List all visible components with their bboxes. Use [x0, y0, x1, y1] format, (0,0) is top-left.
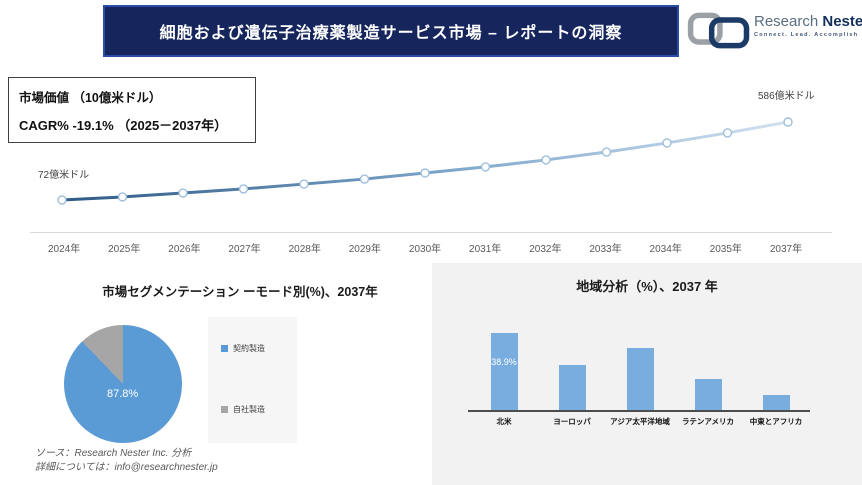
trend-data-point: [359, 174, 370, 184]
bar-slot: [538, 263, 606, 410]
region-tick-label: ヨーロッパ: [553, 417, 591, 426]
legend-label: 自社製造: [233, 405, 265, 414]
bar-slot: [742, 263, 810, 410]
trend-data-point: [541, 155, 551, 165]
trend-data-point: [662, 138, 672, 148]
region-tick-label: 中東とアフリカ: [749, 417, 803, 426]
bar-chart-x-axis-labels: 北米 ヨーロッパ アジア太平洋地域 ラテンアメリカ 中東とアフリカ: [470, 416, 810, 427]
segmentation-pie-chart: [64, 325, 182, 443]
year-tick-label: 2026年: [168, 244, 201, 255]
regional-bar-chart: 38.9%: [470, 263, 810, 410]
year-tick-label: 2029年: [348, 244, 381, 255]
logo-text: Research Nester Connect. Lead. Accomplis…: [754, 14, 862, 39]
year-tick-label: 2034年: [649, 244, 682, 255]
legend-label: 契約製造: [233, 344, 265, 353]
pie-legend: 契約製造 自社製造: [208, 317, 297, 443]
year-tick-label: 2033年: [589, 244, 622, 255]
trend-start-value: 72億米ドル: [38, 170, 90, 181]
region-tick-label: ラテンアメリカ: [681, 417, 735, 426]
region-bar: [558, 364, 586, 410]
trend-data-point: [57, 195, 67, 205]
region-bar: 38.9%: [490, 333, 518, 410]
market-value-box: 市場価値 （10億米ドル） CAGR% -19.1% （2025－2037年）: [8, 77, 256, 143]
year-tick-label: 2027年: [228, 244, 261, 255]
region-tick-label: アジア太平洋地域: [610, 417, 670, 426]
bar-slot: [674, 263, 742, 410]
footer: ソース：Research Nester Inc. 分析 詳細については：info…: [35, 447, 218, 475]
header-banner: 細胞および遺伝子治療薬製造サービス市場 – レポートの洞察: [103, 5, 679, 57]
cagr-label: CAGR% -19.1% （2025－2037年）: [19, 118, 228, 133]
legend-item: 契約製造: [221, 343, 297, 354]
legend-item: 自社製造: [221, 404, 297, 415]
research-nester-logo: Research Nester Connect. Lead. Accomplis…: [686, 12, 862, 50]
regional-chart-title: 地域分析（%）、2037 年: [576, 279, 718, 294]
trend-end-value: 586億米ドル: [758, 91, 815, 102]
year-tick-label: 2028年: [288, 244, 321, 255]
bar-slot: [606, 263, 674, 410]
year-tick-label: 2037年: [769, 244, 803, 255]
logo-name-part1: Research: [754, 13, 819, 30]
logo-name-part2: Nester: [822, 13, 862, 30]
year-tick-label: 2031年: [469, 244, 502, 255]
market-value-label: 市場価値 （10億米ドル）: [19, 91, 162, 105]
logo-name: Research Nester: [754, 14, 862, 30]
trend-line: [61, 120, 789, 202]
region-bar: [626, 348, 654, 410]
legend-swatch-icon: [221, 406, 228, 413]
region-tick-label: 北米: [496, 417, 512, 426]
pie-data-label: 87.8%: [107, 388, 139, 400]
page-title: 細胞および遺伝子治療薬製造サービス市場 – レポートの洞察: [159, 25, 623, 42]
region-bar: [694, 379, 722, 410]
footer-contact: 詳細については：info@researchnester.jp: [35, 462, 218, 473]
bar-slot: 38.9%: [470, 263, 538, 410]
interlocked-squares-icon: [687, 12, 750, 49]
footer-source: ソース：Research Nester Inc. 分析: [35, 448, 192, 459]
trend-data-point: [117, 192, 128, 202]
bar-data-label: 38.9%: [491, 357, 517, 368]
trend-data-point: [601, 147, 612, 157]
trend-line-chart: [57, 117, 793, 205]
year-tick-label: 2032年: [529, 244, 562, 255]
year-tick-label: 2030年: [408, 244, 442, 255]
year-tick-label: 2024年: [47, 244, 81, 255]
trend-data-point: [783, 117, 793, 127]
trend-data-point: [480, 162, 491, 172]
logo-tagline: Connect. Lead. Accomplish: [754, 32, 859, 38]
trend-data-point: [420, 168, 430, 178]
region-bar: [762, 394, 790, 410]
trend-data-point: [178, 188, 188, 198]
year-tick-label: 2025年: [108, 244, 141, 255]
legend-swatch-icon: [221, 345, 228, 352]
trend-data-point: [722, 128, 733, 138]
trend-data-point: [299, 179, 309, 189]
bar-chart-x-axis-line: [468, 410, 810, 412]
trend-x-axis-line: [30, 232, 832, 233]
year-tick-label: 2035年: [709, 244, 742, 255]
trend-x-axis-labels: 2024年 2025年 2026年 2027年 2028年 2029年 2030年 2031年…: [34, 240, 816, 255]
segmentation-chart-title: 市場セグメンテーション ーモード別(%)、2037年: [102, 285, 378, 299]
trend-data-point: [238, 184, 249, 194]
